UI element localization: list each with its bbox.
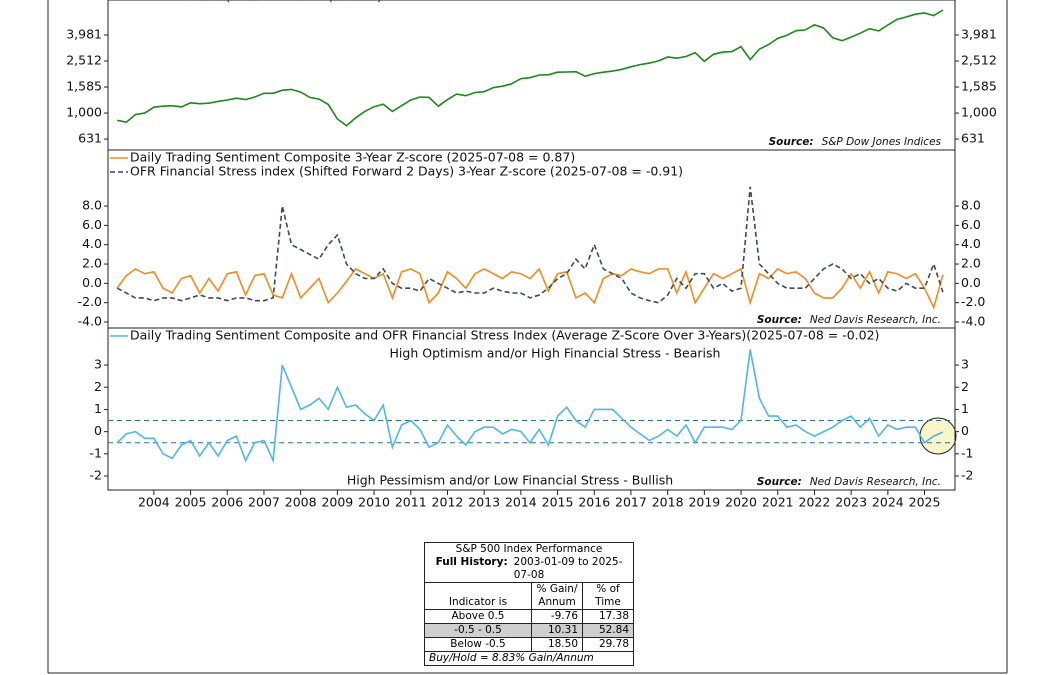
- x-tick-label: 2012: [432, 495, 464, 510]
- legend-label: Daily Trading Sentiment Composite 3-Year…: [130, 150, 575, 165]
- x-tick-label: 2006: [211, 495, 243, 510]
- series-line: [116, 186, 944, 304]
- source-text: S&P Dow Jones Indices: [822, 136, 942, 148]
- annotation: High Pessimism and/or Low Financial Stre…: [347, 473, 673, 488]
- y-tick-label: -2.0: [78, 294, 102, 309]
- x-tick-label: 2022: [799, 495, 831, 510]
- y-tick-label: 0.0: [82, 275, 102, 290]
- x-tick-label: 2009: [321, 495, 353, 510]
- table-cell: % of Time: [582, 582, 634, 610]
- table-cell: Below -0.5: [424, 637, 532, 652]
- y-tick-label: 1,585: [961, 79, 997, 94]
- legend-label: OFR Financial Stress index (Shifted Forw…: [130, 164, 683, 179]
- source-label: Source:: [757, 476, 802, 488]
- x-tick-label: 2025: [909, 495, 941, 510]
- source: Source: Ned Davis Research, Inc.: [757, 314, 941, 326]
- x-tick-label: 2004: [138, 495, 170, 510]
- history-range: 2003-01-09 to 2025-07-08: [513, 556, 623, 581]
- y-tick-label: 2.0: [961, 256, 981, 271]
- annotation: High Optimism and/or High Financial Stre…: [390, 346, 721, 361]
- y-tick-label: 3: [94, 357, 102, 372]
- x-tick-label: 2008: [285, 495, 317, 510]
- y-tick-label: 4.0: [961, 236, 981, 251]
- table-cell: Above 0.5: [424, 609, 532, 624]
- y-tick-label: 6.0: [82, 217, 102, 232]
- x-tick-label: 2023: [835, 495, 867, 510]
- source-label: Source:: [757, 314, 802, 326]
- series-line: [117, 9, 944, 127]
- table-cell: Buy/Hold = 8.83% Gain/Annum: [424, 651, 634, 666]
- performance-table: S&P 500 Index Performance Full History: 20…: [424, 542, 634, 666]
- y-tick-label: 0: [961, 423, 969, 438]
- x-tick-label: 2015: [542, 495, 574, 510]
- table-cell: 10.31: [531, 623, 583, 638]
- table-cell: -9.76: [531, 609, 583, 624]
- table-cell: Indicator is: [424, 582, 532, 610]
- y-tick-label: -2: [90, 468, 102, 483]
- source: Source: Ned Davis Research, Inc.: [757, 476, 941, 488]
- x-tick-label: 2007: [248, 495, 280, 510]
- table-cell: S&P 500 Index Performance: [424, 542, 634, 556]
- y-tick-label: 8.0: [961, 198, 981, 213]
- y-tick-label: 2,512: [66, 53, 102, 68]
- history-label: Full History:: [435, 556, 508, 568]
- y-tick-label: -4.0: [78, 314, 102, 329]
- source: Source: S&P Dow Jones Indices: [769, 136, 942, 148]
- y-tick-label: 1: [961, 401, 969, 416]
- y-tick-label: 8.0: [82, 198, 102, 213]
- legend-label: S&P 500 Index (2025-07-08 = 6,225.52): [130, 0, 382, 4]
- legend-label: Daily Trading Sentiment Composite and OF…: [130, 328, 879, 343]
- y-tick-label: 2: [961, 379, 969, 394]
- y-tick-label: -1: [961, 445, 973, 460]
- table-cell: Full History: 2003-01-09 to 2025-07-08: [424, 556, 634, 583]
- x-tick-label: 2018: [652, 495, 684, 510]
- y-tick-label: 3,981: [961, 27, 997, 42]
- table-cell: 18.50: [531, 637, 583, 652]
- y-tick-label: -4.0: [961, 314, 985, 329]
- y-tick-label: 0.0: [961, 275, 981, 290]
- y-tick-label: 6.0: [961, 217, 981, 232]
- x-tick-label: 2019: [688, 495, 720, 510]
- x-tick-label: 2013: [468, 495, 500, 510]
- y-tick-label: -2.0: [961, 294, 985, 309]
- x-tick-label: 2017: [615, 495, 647, 510]
- y-tick-label: 1,585: [66, 79, 102, 94]
- y-tick-label: 3,981: [66, 27, 102, 42]
- source-text: Ned Davis Research, Inc.: [810, 476, 941, 488]
- table-cell: 29.78: [582, 637, 634, 652]
- series-line: [116, 349, 944, 464]
- y-tick-label: 2.0: [82, 256, 102, 271]
- x-tick-label: 2010: [358, 495, 390, 510]
- y-tick-label: 631: [961, 131, 985, 146]
- y-tick-label: 631: [78, 131, 102, 146]
- x-tick-label: 2011: [395, 495, 427, 510]
- y-tick-label: 0: [94, 423, 102, 438]
- highlight: [919, 417, 957, 455]
- table-cell: % Gain/ Annum: [531, 582, 583, 610]
- table-cell: 52.84: [582, 623, 634, 638]
- x-tick-label: 2020: [725, 495, 757, 510]
- x-tick-label: 2014: [505, 495, 537, 510]
- source-text: Ned Davis Research, Inc.: [810, 314, 941, 326]
- y-tick-label: 2: [94, 379, 102, 394]
- y-tick-label: -1: [90, 445, 102, 460]
- table-cell: 17.38: [582, 609, 634, 624]
- series-line: [116, 267, 944, 310]
- x-tick-label: 2024: [872, 495, 904, 510]
- y-tick-label: 1,000: [66, 105, 102, 120]
- x-tick-label: 2016: [578, 495, 610, 510]
- y-tick-label: 3: [961, 357, 969, 372]
- source-label: Source:: [769, 136, 814, 148]
- y-tick-label: -2: [961, 468, 973, 483]
- table-cell: -0.5 - 0.5: [424, 623, 532, 638]
- y-tick-label: 1,000: [961, 105, 997, 120]
- panel-frame: [107, 0, 956, 151]
- y-tick-label: 4.0: [82, 236, 102, 251]
- y-tick-label: 2,512: [961, 53, 997, 68]
- y-tick-label: 1: [94, 401, 102, 416]
- x-tick-label: 2021: [762, 495, 794, 510]
- x-tick-label: 2005: [175, 495, 207, 510]
